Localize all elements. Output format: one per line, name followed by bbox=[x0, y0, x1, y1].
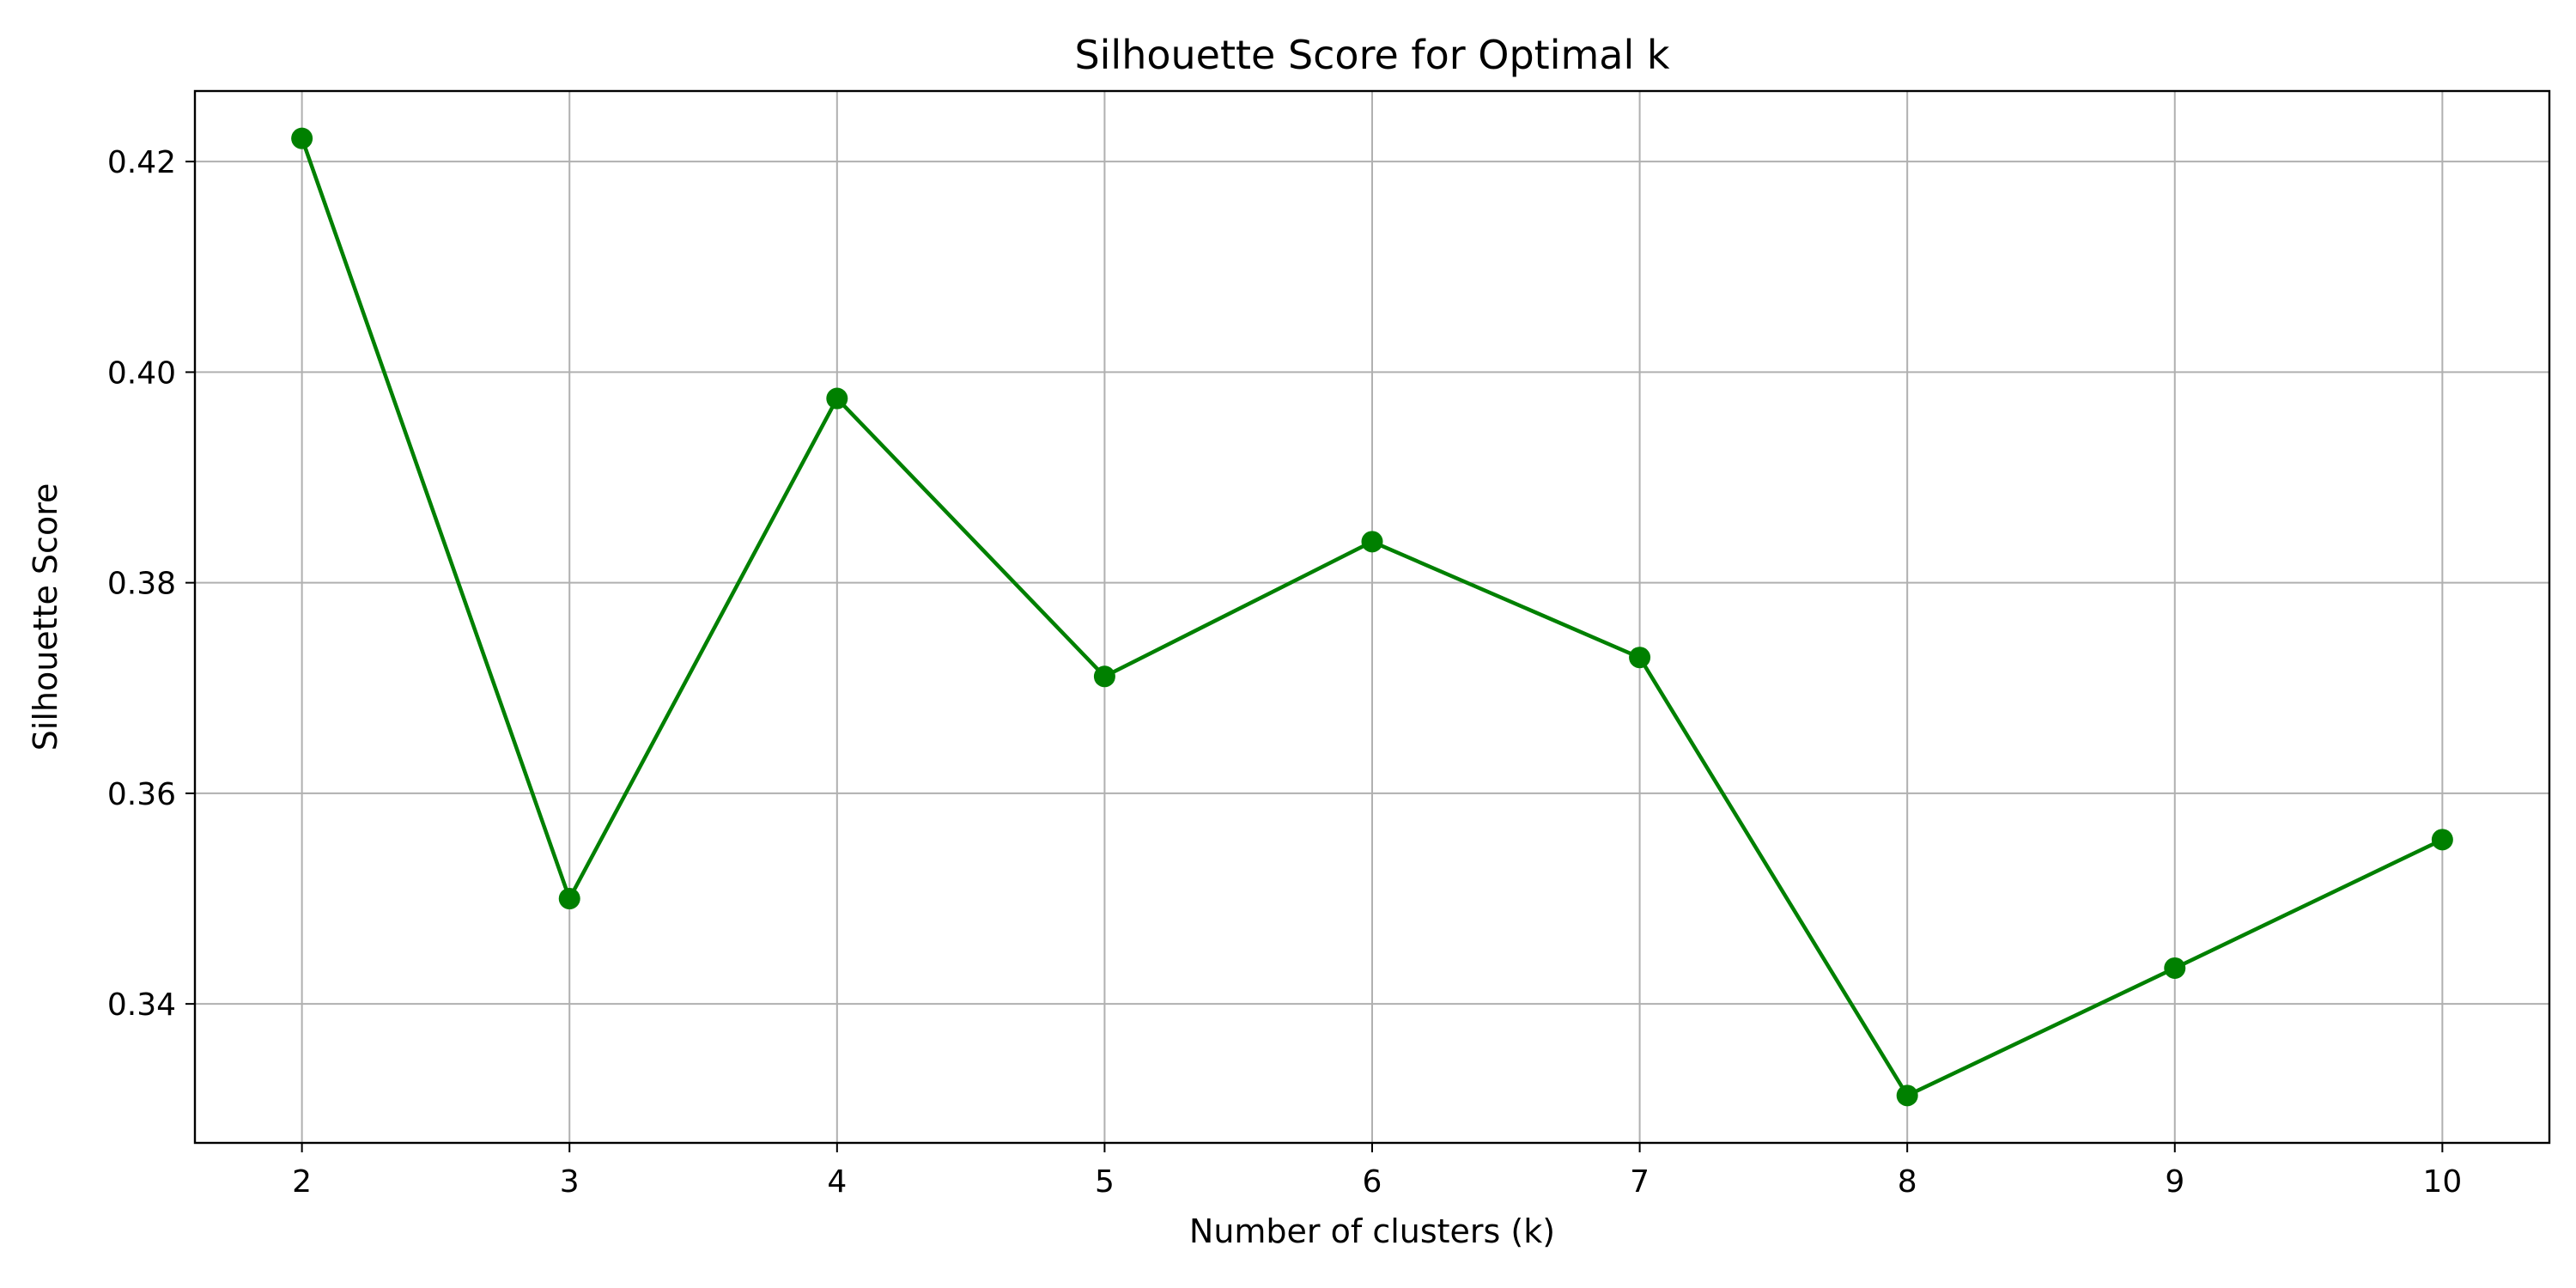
series-layer bbox=[291, 127, 2453, 1107]
data-point bbox=[1896, 1084, 1918, 1107]
x-tick-label: 10 bbox=[2422, 1164, 2462, 1200]
y-tick-label: 0.36 bbox=[107, 777, 176, 812]
ticks: 2 3 4 5 6 7 8 9 10 0.34 0.36 0.38 0.40 0.42 bbox=[107, 145, 2462, 1200]
y-tick-label: 0.38 bbox=[107, 567, 176, 602]
y-tick-label: 0.34 bbox=[107, 987, 176, 1023]
data-point bbox=[291, 127, 313, 149]
data-point bbox=[826, 387, 848, 410]
x-axis-label: Number of clusters (k) bbox=[1189, 1212, 1555, 1250]
y-tick-label: 0.42 bbox=[107, 145, 176, 180]
x-tick-label: 9 bbox=[2165, 1164, 2184, 1200]
grid bbox=[195, 91, 2549, 1143]
x-tick-label: 3 bbox=[560, 1164, 580, 1200]
y-axis-label: Silhouette Score bbox=[27, 483, 64, 751]
data-point bbox=[2164, 957, 2186, 979]
x-tick-label: 2 bbox=[292, 1164, 312, 1200]
x-tick-label: 8 bbox=[1898, 1164, 1917, 1200]
chart-title: Silhouette Score for Optimal k bbox=[1074, 32, 1669, 78]
x-tick-label: 5 bbox=[1095, 1164, 1115, 1200]
y-tick-label: 0.40 bbox=[107, 355, 176, 391]
data-point bbox=[1629, 647, 1651, 669]
data-point bbox=[558, 888, 580, 910]
x-tick-label: 6 bbox=[1363, 1164, 1382, 1200]
data-point bbox=[2431, 829, 2453, 851]
x-tick-label: 4 bbox=[827, 1164, 847, 1200]
data-point bbox=[1093, 665, 1115, 688]
data-point bbox=[1361, 531, 1383, 553]
x-tick-label: 7 bbox=[1630, 1164, 1649, 1200]
